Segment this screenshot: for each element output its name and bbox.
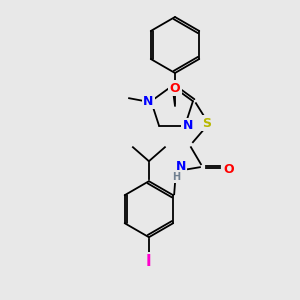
Text: I: I xyxy=(146,254,152,269)
Text: O: O xyxy=(224,163,234,176)
Text: N: N xyxy=(143,95,153,108)
Text: H: H xyxy=(172,172,180,182)
Text: O: O xyxy=(170,82,180,94)
Text: N: N xyxy=(176,160,186,173)
Text: S: S xyxy=(202,117,211,130)
Text: N: N xyxy=(183,119,193,132)
